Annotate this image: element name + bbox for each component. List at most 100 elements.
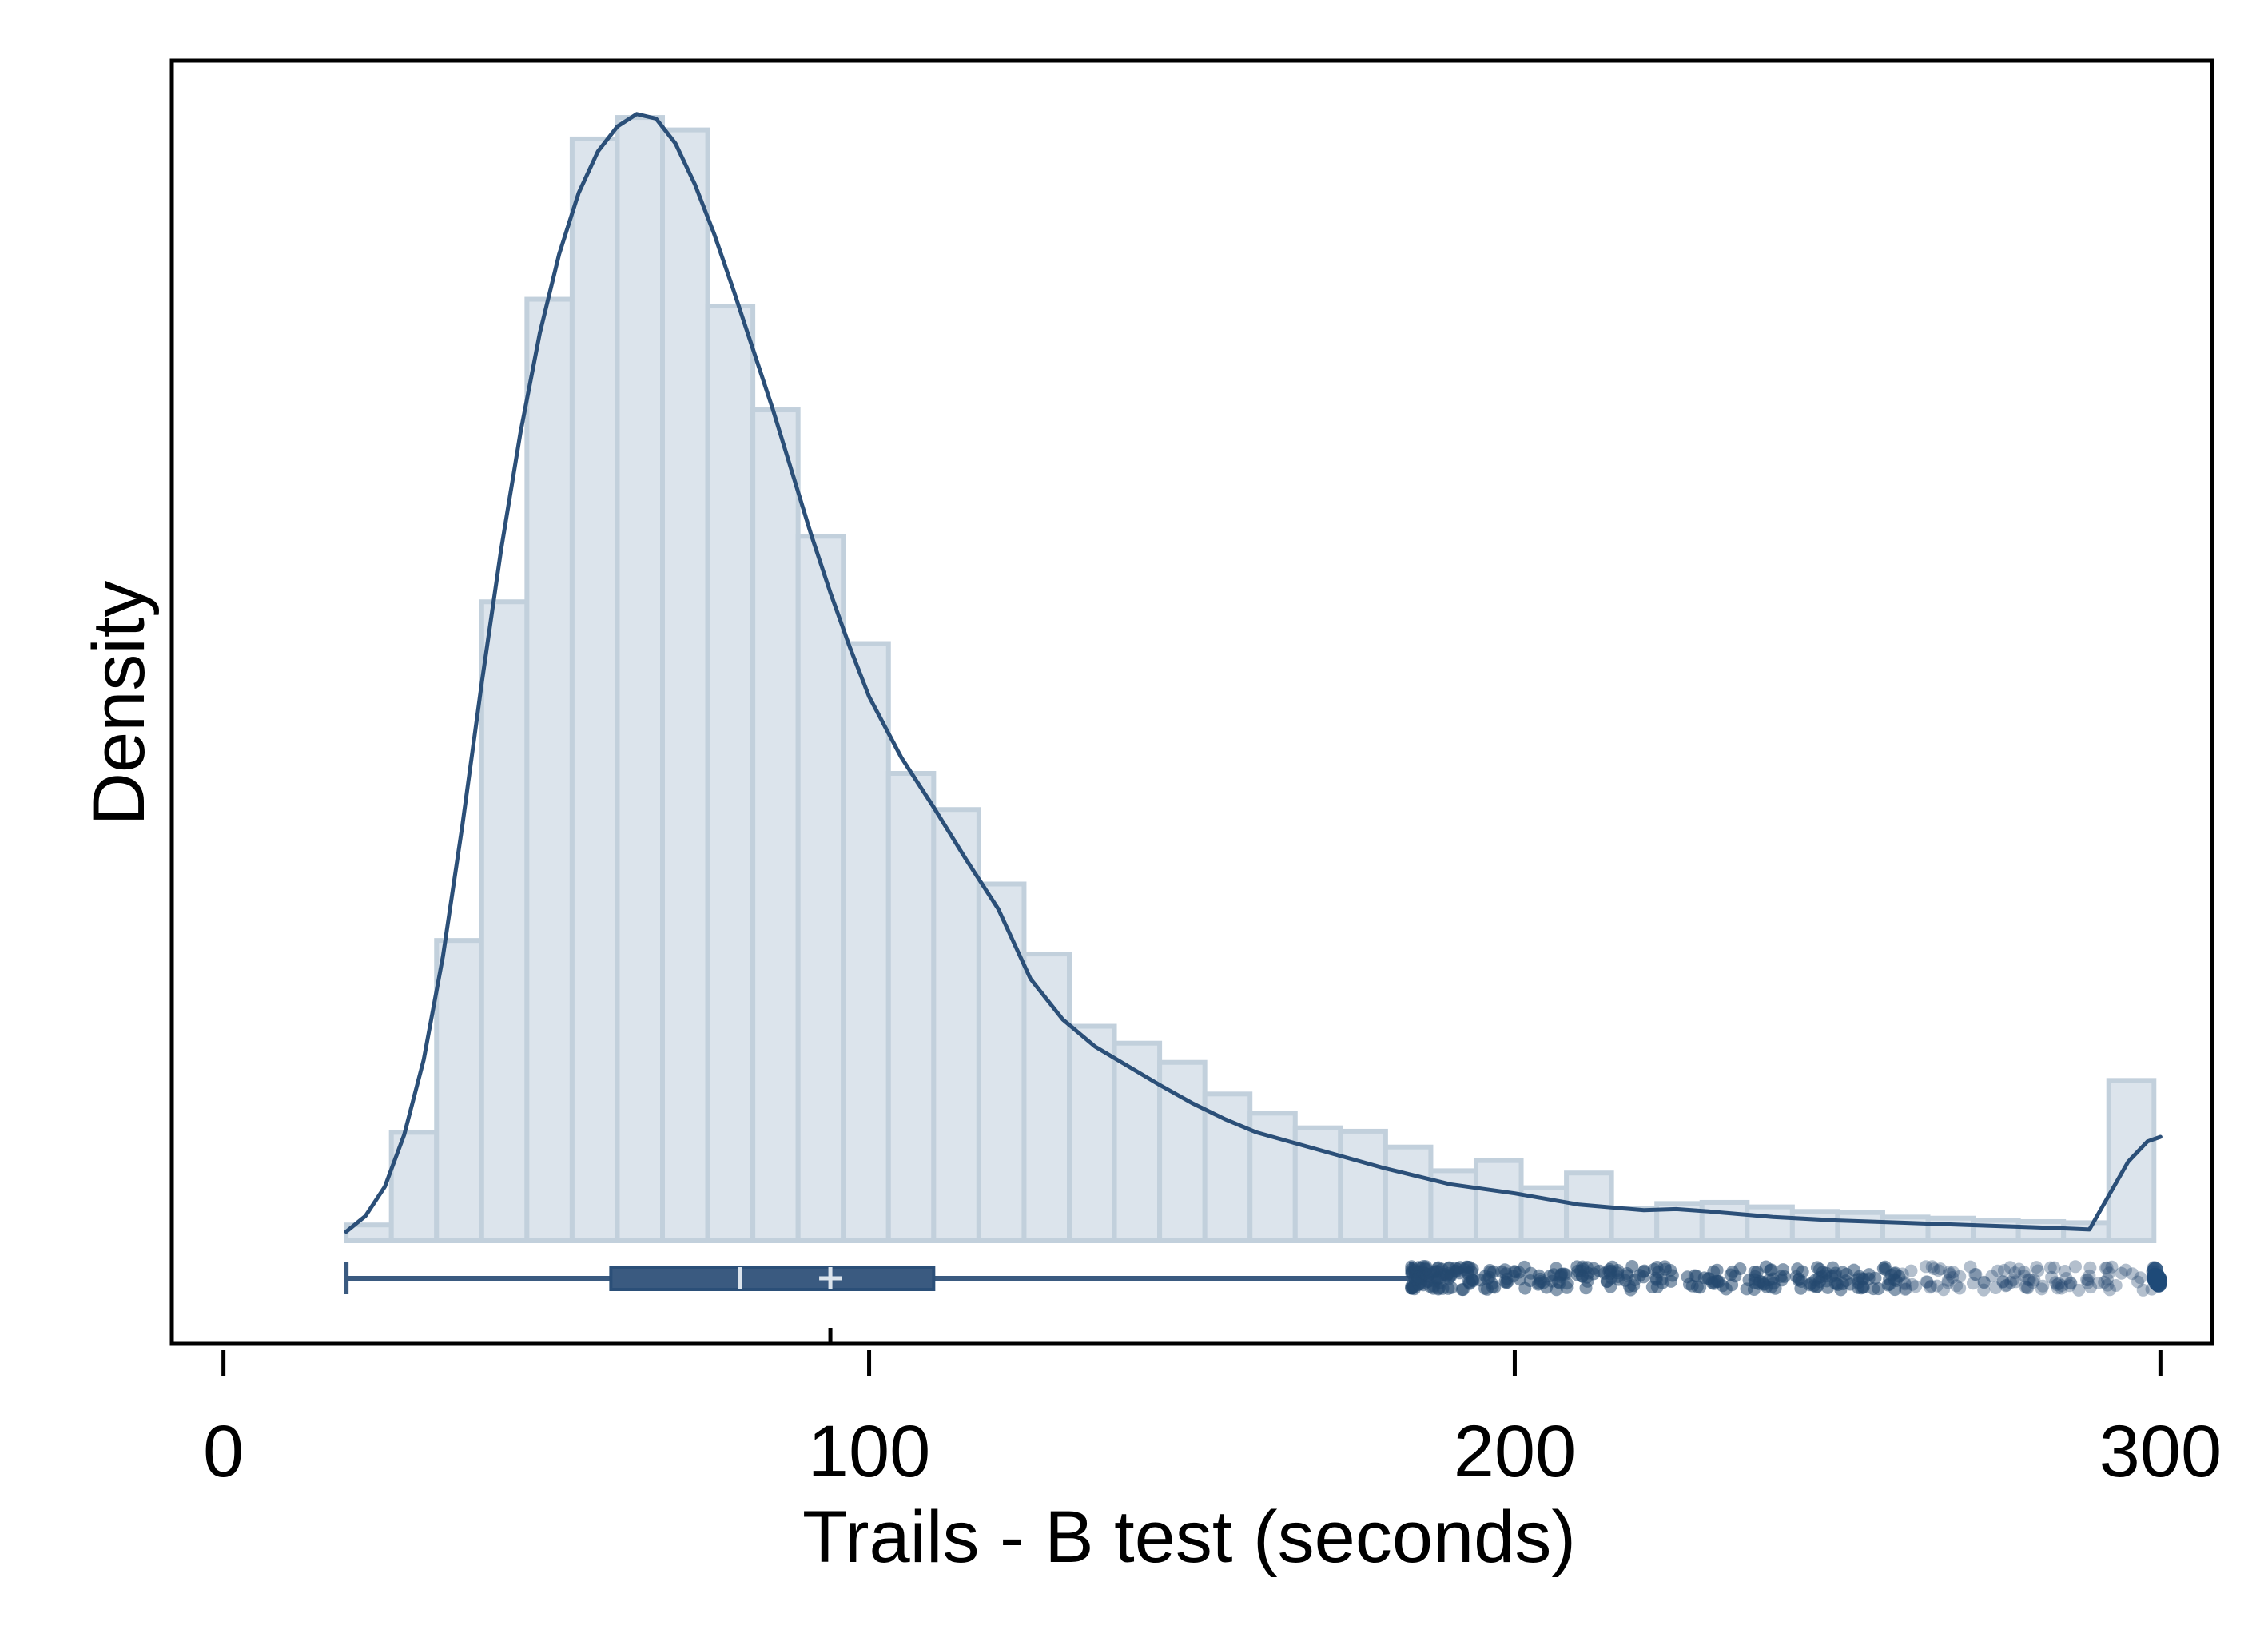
outlier-point [2098,1276,2111,1289]
outlier-point [2009,1275,2023,1289]
outlier-point [1977,1275,1991,1289]
outlier-point [1689,1270,1703,1283]
outlier-point [2051,1281,2064,1295]
histogram-bar [615,115,666,1244]
outlier-point [1898,1282,1912,1296]
histogram-bar [976,881,1027,1243]
outlier-point [1555,1267,1569,1281]
outlier-point [2055,1281,2068,1295]
outlier-point [1968,1268,1982,1281]
outlier-point [2059,1272,2073,1285]
outlier-point [1876,1262,1890,1275]
outlier-point [1942,1266,1956,1279]
outlier-point [2022,1273,2035,1286]
outlier-point [1997,1263,2011,1277]
outlier-point [2081,1274,2095,1287]
outlier-point [1905,1277,1919,1291]
outlier-point [2101,1278,2115,1292]
outlier-point [2072,1283,2086,1297]
outlier-point [2083,1269,2096,1282]
outlier-point [1611,1266,1625,1280]
outlier-point [1690,1280,1704,1293]
outlier-point [1996,1275,2010,1289]
outlier-point [2018,1269,2031,1282]
boxplot [344,1260,2168,1297]
x-tick-label: 200 [1454,1411,1577,1492]
outlier-point [1953,1270,1967,1283]
outlier-point [1637,1270,1650,1284]
outlier-point [1925,1260,1939,1274]
outlier-point [2045,1270,2059,1284]
outlier-point [2035,1282,2048,1296]
outlier-point [1852,1276,1865,1289]
histogram-bar [795,534,846,1243]
x-tick-label: 300 [2099,1411,2222,1492]
outlier-point [1991,1264,2004,1277]
outlier-point [2000,1278,2014,1292]
outlier-point [1924,1279,1938,1293]
outlier-point [2030,1261,2043,1274]
histogram-bar [524,296,575,1244]
kde-line [344,112,2163,1234]
outlier-point [2099,1262,2112,1275]
outlier-point [1407,1282,1421,1296]
outlier-point [1625,1260,1639,1273]
outlier-point [1969,1268,1983,1281]
outlier-point [1943,1267,1956,1281]
outlier-point [2027,1274,2041,1287]
kde-curve [344,112,2163,1234]
outlier-point [2020,1281,2034,1294]
outlier-point [1624,1283,1637,1297]
outlier-point [2064,1277,2078,1290]
outlier-point [2083,1261,2097,1274]
histogram-bar [660,127,710,1243]
outlier-point [1807,1279,1820,1293]
histogram-bar [2015,1218,2067,1244]
x-axis-title: Trails - B test (seconds) [802,1496,1576,1578]
outlier-point [2103,1283,2116,1297]
plot-frame [169,58,2214,1346]
outlier-point [1483,1264,1497,1277]
outlier-point [1928,1262,1940,1276]
outlier-point [2063,1276,2077,1289]
outlier-point [1524,1266,1538,1280]
outlier-point [2119,1263,2132,1277]
outlier-point [2134,1271,2147,1285]
outlier-point [2063,1279,2076,1293]
outlier-point [1571,1264,1585,1277]
outlier-point [2105,1260,2119,1274]
outlier-point [2080,1273,2094,1286]
histogram-bar [1609,1206,1660,1243]
outlier-point [1764,1263,1777,1277]
histogram-bar [931,807,981,1243]
outlier-point [1909,1280,1923,1293]
outlier-point [1941,1276,1955,1289]
histogram-bar [750,407,801,1243]
histogram-bar [1473,1158,1524,1243]
outlier-point [1985,1270,1999,1283]
outlier-point [1964,1260,1977,1274]
histogram-bar [1066,1023,1117,1244]
outlier-point [1534,1275,1547,1288]
outlier-point [1791,1262,1804,1276]
outlier-point [1888,1273,1901,1286]
outlier-point [2007,1273,2019,1286]
outlier-point [1977,1276,1991,1289]
outlier-point [1432,1281,1446,1295]
outlier-point [1946,1271,1960,1284]
histogram-bar [705,304,756,1243]
outlier-point [1707,1265,1721,1278]
outlier-point [1867,1282,1880,1296]
outlier-point [1930,1279,1944,1293]
outlier-point [2023,1273,2036,1286]
outlier-point [2049,1276,2063,1289]
histogram-bar [434,938,484,1243]
outlier-point [1711,1275,1725,1288]
outlier-point [1899,1282,1912,1296]
histogram-bar [1789,1209,1840,1243]
histogram-bar [1925,1215,1976,1243]
iqr-box [609,1266,936,1291]
histogram-bar [479,599,530,1243]
